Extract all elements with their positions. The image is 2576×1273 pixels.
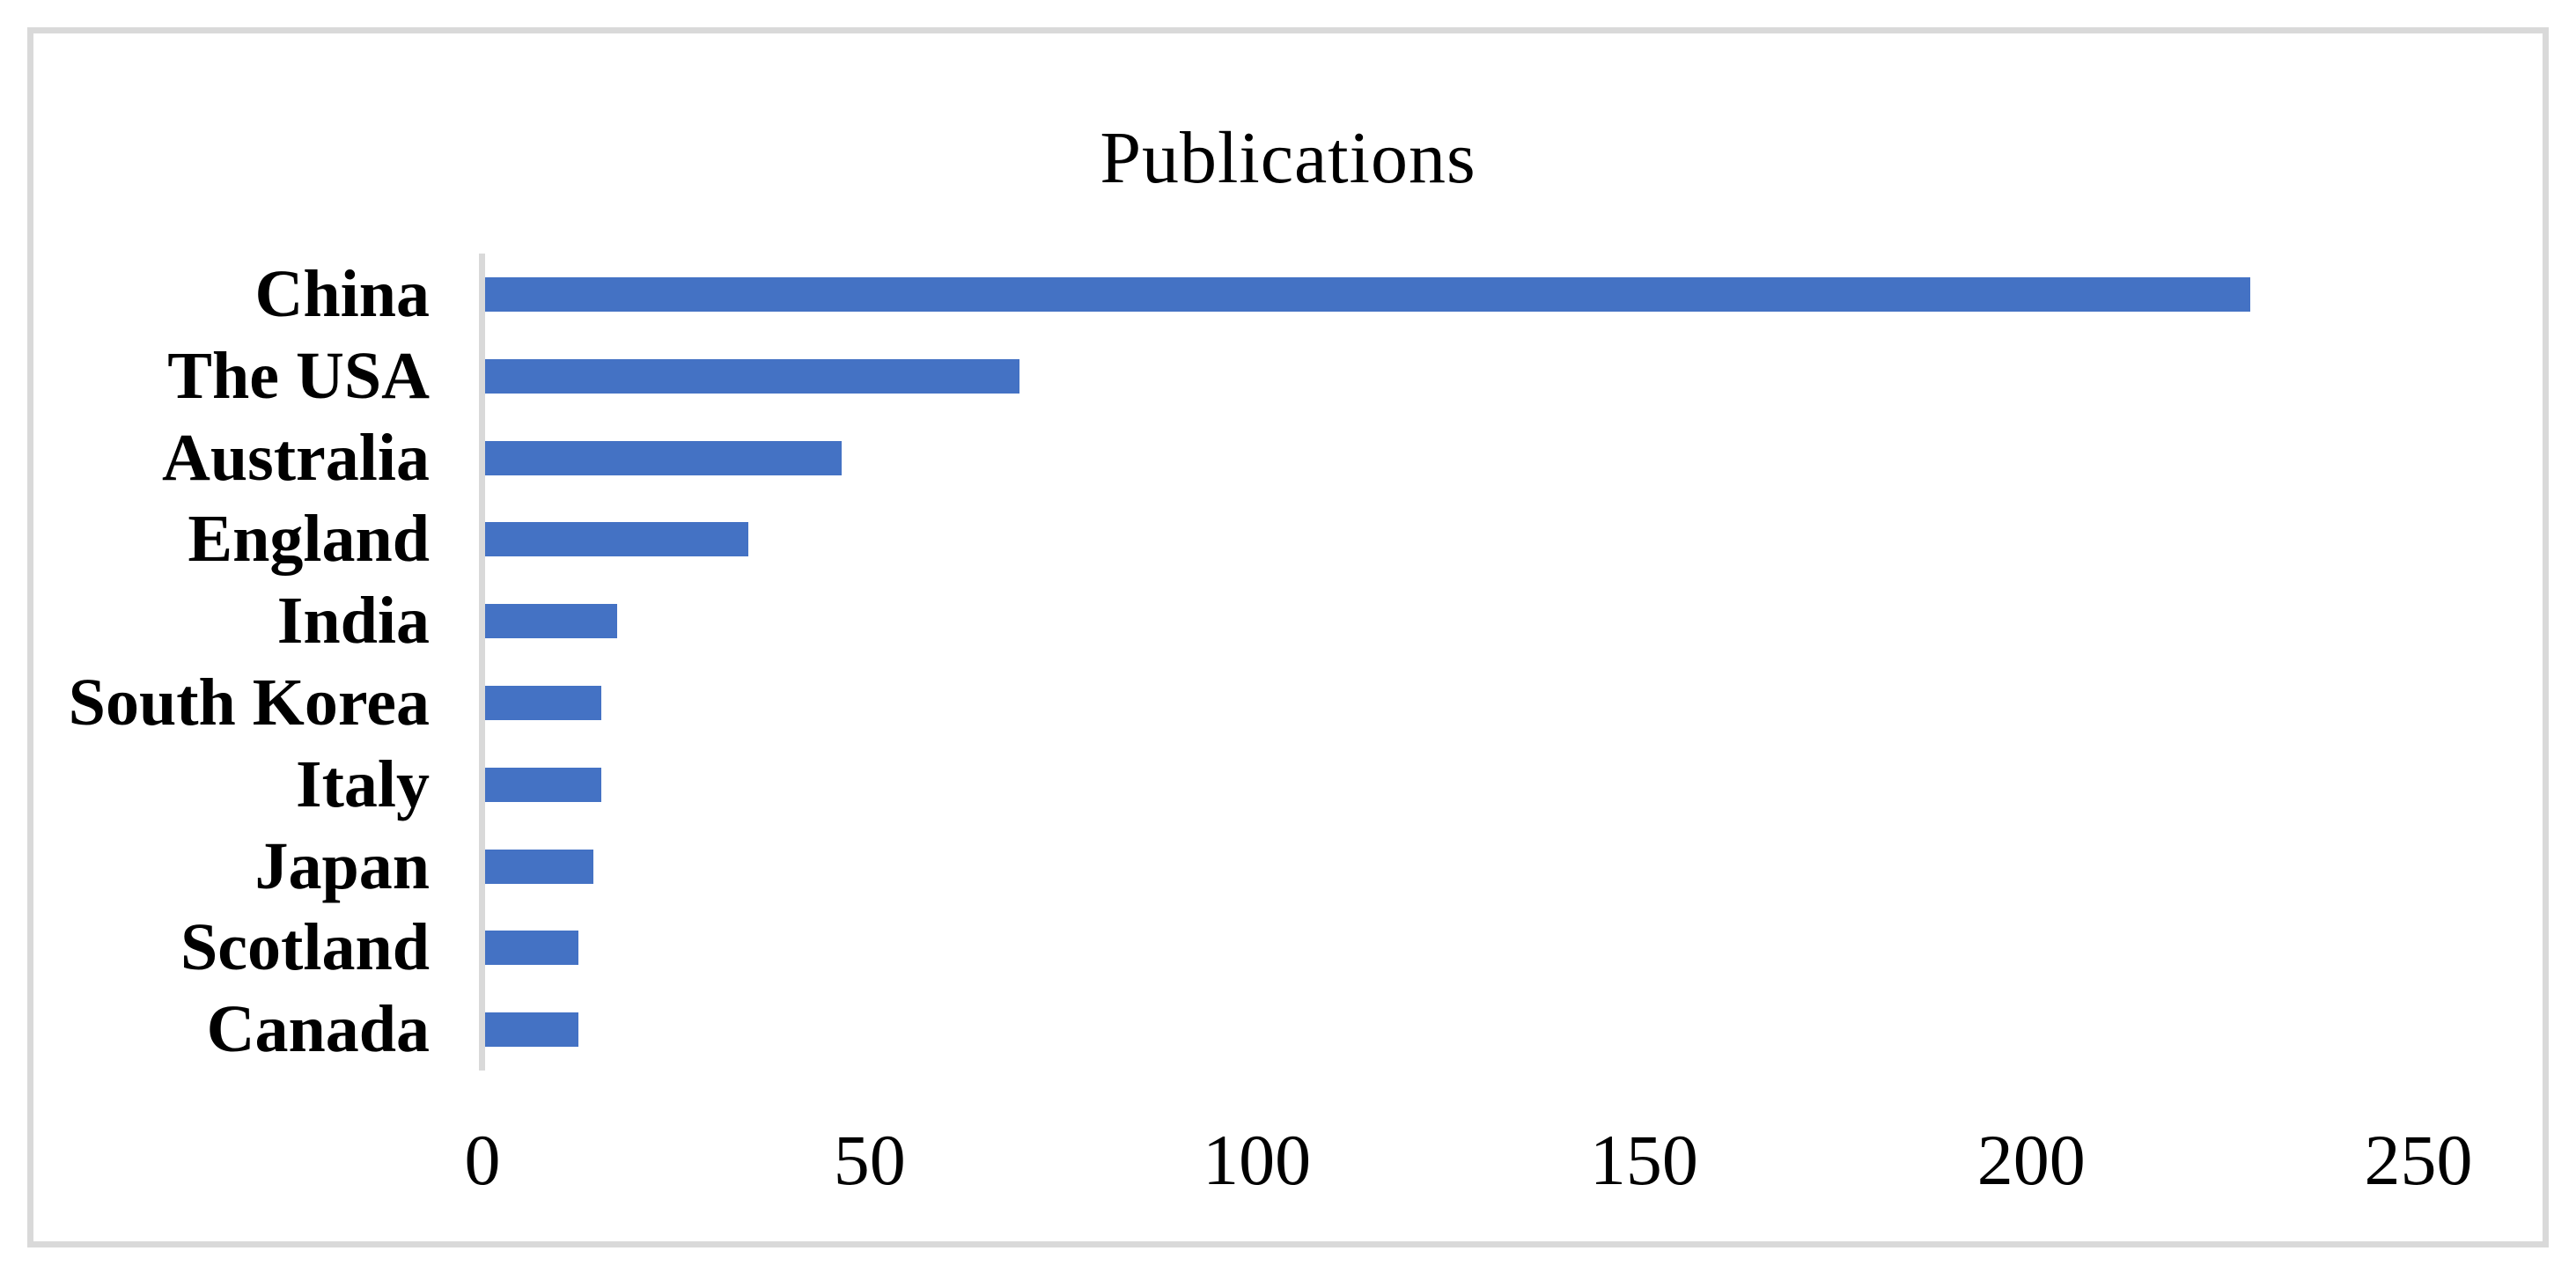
bar-australia [485,440,842,475]
category-label-italy: Italy [296,747,430,821]
category-label-australia: Australia [162,420,430,495]
category-label-japan: Japan [254,828,430,903]
bar-the-usa [485,358,1019,394]
bar-england [485,522,749,557]
x-tick-label-0: 0 [464,1120,501,1200]
x-tick-label-100: 100 [1203,1120,1312,1200]
category-label-canada: Canada [206,992,430,1067]
x-tick-label-200: 200 [1976,1120,2086,1200]
bar-india [485,604,617,639]
bar-south-korea [485,685,601,720]
bar-scotland [485,931,578,966]
x-tick-label-150: 150 [1589,1120,1698,1200]
chart-title: Publications [1100,117,1476,199]
x-tick-label-250: 250 [2364,1120,2473,1200]
chart-frame: Publications China The USA Australia Englan… [27,27,2549,1247]
category-label-south-korea: South Korea [68,666,430,740]
bar-italy [485,767,601,802]
bar-japan [485,849,594,884]
category-label-scotland: Scotland [180,910,430,985]
category-label-the-usa: The USA [167,338,430,413]
y-axis-line [479,254,485,1071]
bar-canada [485,1012,578,1048]
category-label-india: India [276,584,430,659]
category-label-england: England [188,502,430,577]
x-tick-label-50: 50 [833,1120,906,1200]
bar-china [485,276,2251,312]
category-label-china: China [254,257,430,331]
